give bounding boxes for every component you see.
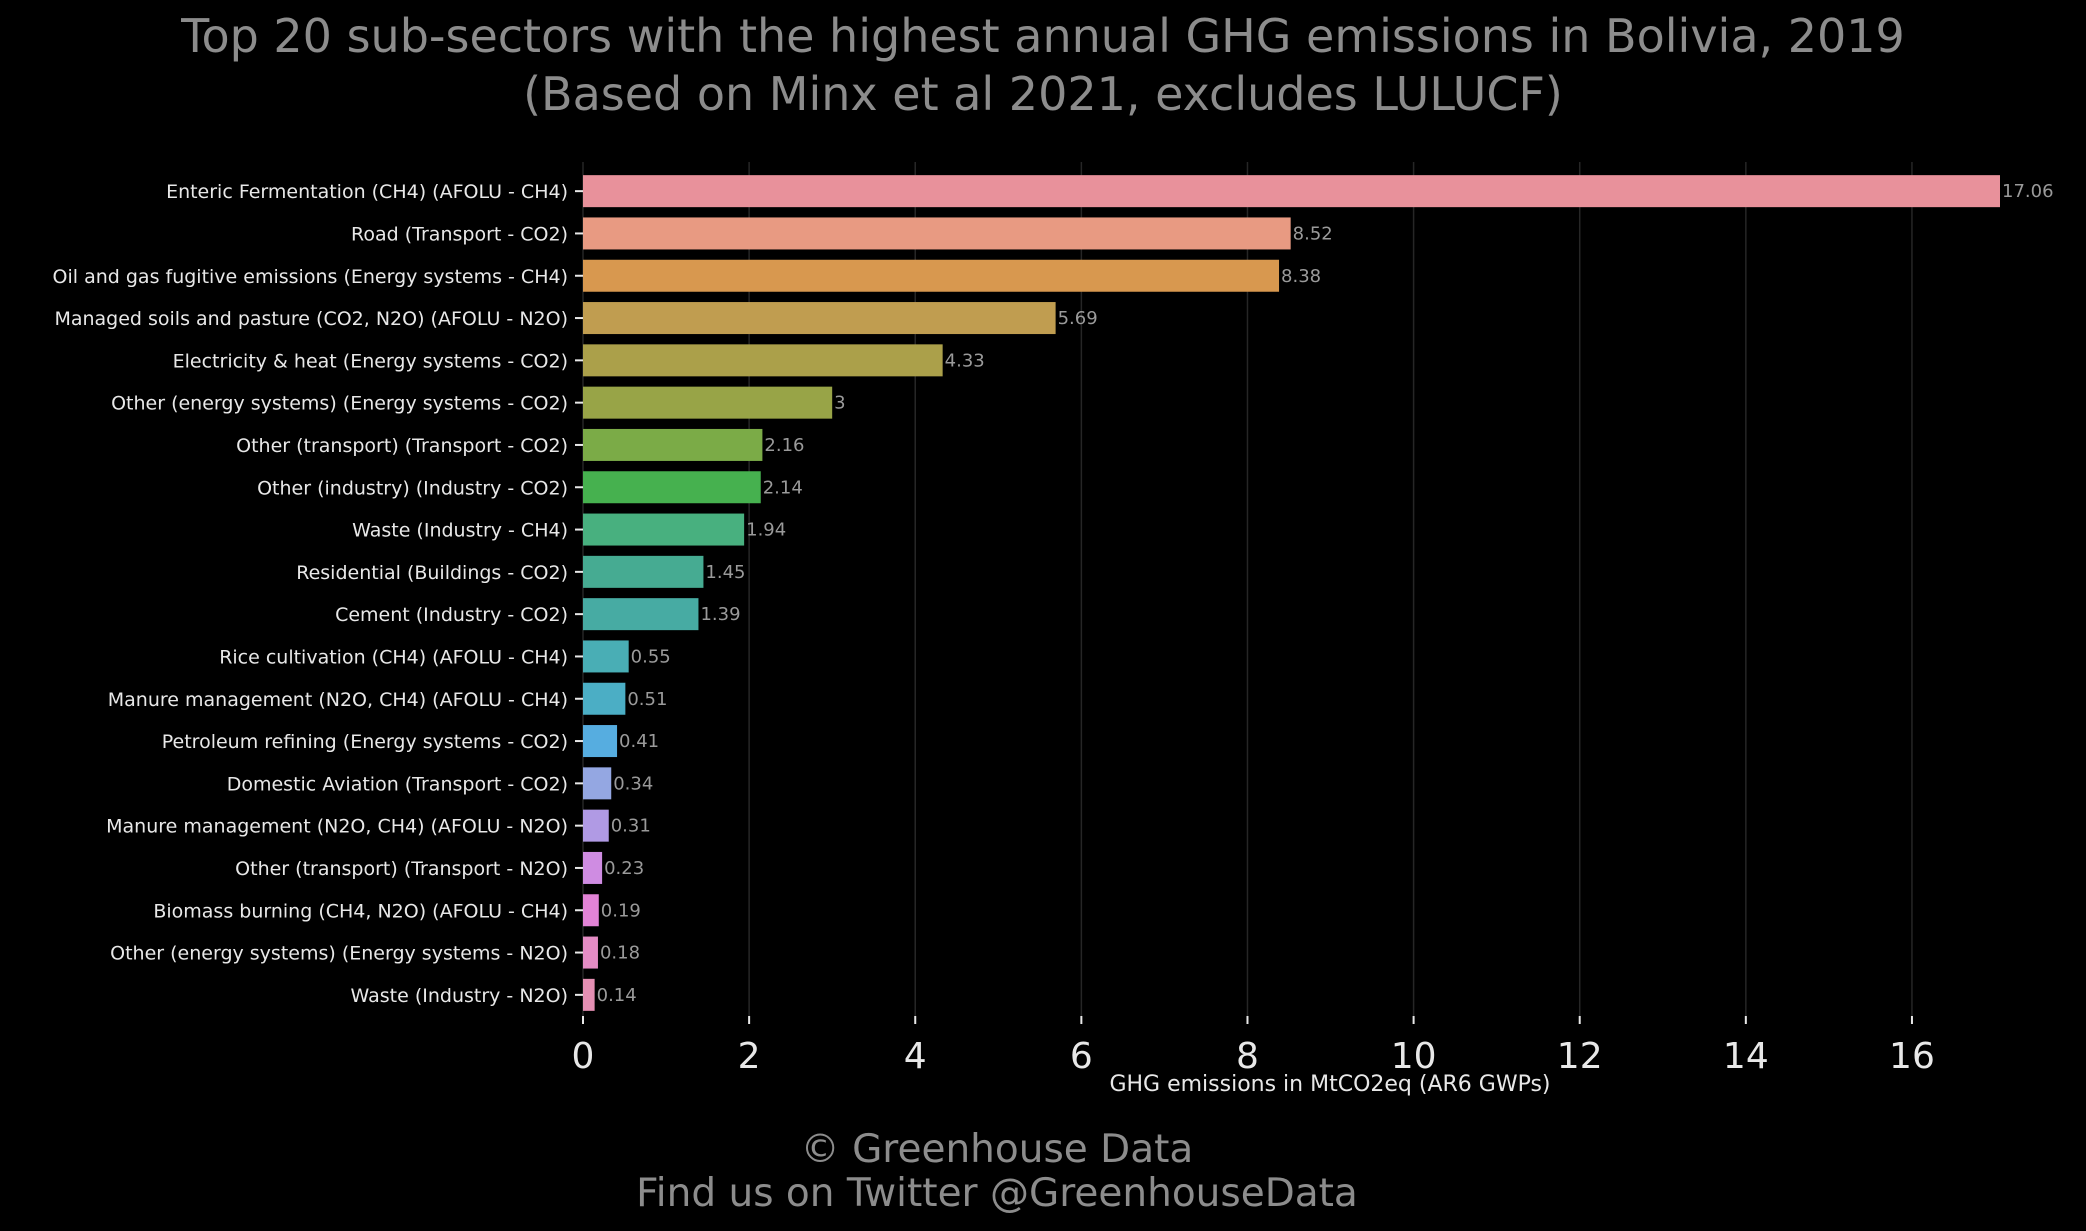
data-label: 0.55 <box>631 646 671 667</box>
x-tick-label: 10 <box>1391 1036 1437 1077</box>
x-tick-label: 12 <box>1557 1036 1603 1077</box>
credit-twitter: Find us on Twitter @GreenhouseData <box>636 1171 1358 1216</box>
x-tick-label: 16 <box>1889 1036 1935 1077</box>
category-label: Waste (Industry - CH4) <box>352 520 568 542</box>
data-label: 0.34 <box>613 773 653 794</box>
category-label: Other (industry) (Industry - CO2) <box>257 477 568 499</box>
category-label: Oil and gas fugitive emissions (Energy s… <box>53 266 568 288</box>
bars: Enteric Fermentation (CH4) (AFOLU - CH4)… <box>53 175 2054 1011</box>
data-label: 5.69 <box>1058 308 1098 329</box>
data-label: 8.52 <box>1293 223 1333 244</box>
data-label: 17.06 <box>2002 181 2054 202</box>
data-label: 2.14 <box>763 477 803 498</box>
category-label: Manure management (N2O, CH4) (AFOLU - CH… <box>108 689 568 711</box>
bar <box>583 809 609 842</box>
bar <box>583 851 603 884</box>
bar <box>583 598 699 631</box>
x-tick-label: 0 <box>572 1036 595 1077</box>
data-label: 3 <box>834 393 845 414</box>
bar <box>583 978 595 1011</box>
data-label: 0.18 <box>600 943 640 964</box>
category-label: Manure management (N2O, CH4) (AFOLU - N2… <box>106 816 568 838</box>
bar <box>583 894 599 927</box>
bar <box>583 217 1291 250</box>
data-label: 0.14 <box>597 985 637 1006</box>
bar <box>583 386 833 419</box>
chart-title: Top 20 sub-sectors with the highest annu… <box>180 9 1905 63</box>
category-label: Petroleum refining (Energy systems - CO2… <box>162 731 568 753</box>
data-label: 4.33 <box>945 350 985 371</box>
data-label: 8.38 <box>1281 266 1321 287</box>
bar <box>583 767 612 800</box>
data-label: 0.19 <box>601 900 641 921</box>
category-label: Other (energy systems) (Energy systems -… <box>111 393 568 415</box>
bar <box>583 555 704 588</box>
bar <box>583 513 745 546</box>
data-label: 1.39 <box>700 604 740 625</box>
data-label: 0.31 <box>611 816 651 837</box>
x-tick-label: 2 <box>738 1036 761 1077</box>
x-tick-label: 8 <box>1236 1036 1259 1077</box>
category-label: Cement (Industry - CO2) <box>335 604 568 626</box>
category-label: Electricity & heat (Energy systems - CO2… <box>173 350 568 372</box>
x-axis: 0 2 4 6 8 10 12 14 16 <box>572 1016 1935 1077</box>
credit-copyright: © Greenhouse Data <box>801 1127 1194 1172</box>
x-tick-label: 14 <box>1723 1036 1769 1077</box>
category-label: Residential (Buildings - CO2) <box>296 562 568 584</box>
category-label: Enteric Fermentation (CH4) (AFOLU - CH4) <box>166 181 568 203</box>
data-label: 0.23 <box>604 858 644 879</box>
bar <box>583 640 629 673</box>
bar <box>583 682 626 715</box>
data-label: 1.45 <box>705 562 745 583</box>
category-label: Other (transport) (Transport - CO2) <box>236 435 568 457</box>
data-label: 0.51 <box>627 689 667 710</box>
bar <box>583 259 1280 292</box>
category-label: Other (transport) (Transport - N2O) <box>235 858 568 880</box>
category-label: Domestic Aviation (Transport - CO2) <box>227 773 568 795</box>
bar <box>583 175 2000 208</box>
x-tick-label: 4 <box>904 1036 927 1077</box>
category-label: Biomass burning (CH4, N2O) (AFOLU - CH4) <box>153 900 568 922</box>
bar <box>583 936 598 969</box>
data-label: 2.16 <box>764 435 804 456</box>
bar <box>583 428 763 461</box>
chart-subtitle: (Based on Minx et al 2021, excludes LULU… <box>523 67 1563 121</box>
category-label: Other (energy systems) (Energy systems -… <box>110 943 568 965</box>
bar <box>583 302 1056 335</box>
category-label: Rice cultivation (CH4) (AFOLU - CH4) <box>219 646 568 668</box>
category-label: Waste (Industry - N2O) <box>351 985 568 1007</box>
category-label: Managed soils and pasture (CO2, N2O) (AF… <box>54 308 568 330</box>
category-label: Road (Transport - CO2) <box>351 223 568 245</box>
data-label: 1.94 <box>746 520 786 541</box>
bar <box>583 471 761 504</box>
bar <box>583 725 618 758</box>
x-tick-label: 6 <box>1070 1036 1093 1077</box>
data-label: 0.41 <box>619 731 659 752</box>
bar <box>583 344 943 377</box>
x-axis-label: GHG emissions in MtCO2eq (AR6 GWPs) <box>1109 1072 1550 1097</box>
